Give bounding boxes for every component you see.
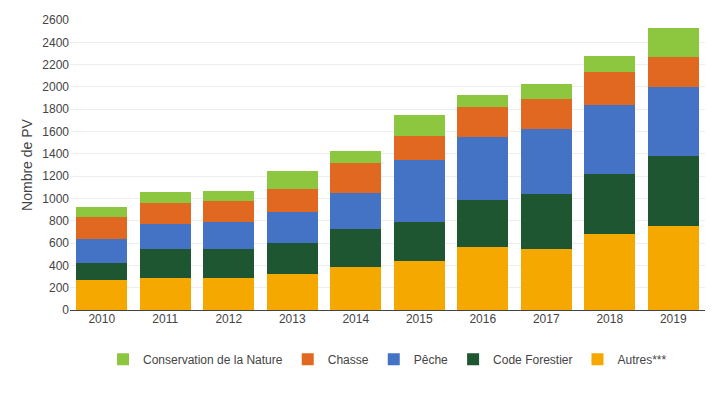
svg-text:2018: 2018 <box>596 312 623 326</box>
svg-text:2600: 2600 <box>42 13 69 27</box>
svg-text:2014: 2014 <box>342 312 369 326</box>
svg-text:2015: 2015 <box>406 312 433 326</box>
svg-text:600: 600 <box>49 236 69 250</box>
svg-text:0: 0 <box>62 303 69 317</box>
svg-text:2013: 2013 <box>279 312 306 326</box>
svg-text:1400: 1400 <box>42 147 69 161</box>
svg-text:Conservation de la Nature: Conservation de la Nature <box>143 353 283 367</box>
svg-text:Code Forestier: Code Forestier <box>493 353 572 367</box>
svg-text:2400: 2400 <box>42 36 69 50</box>
svg-text:2016: 2016 <box>469 312 496 326</box>
svg-text:1200: 1200 <box>42 169 69 183</box>
svg-text:2011: 2011 <box>152 312 178 326</box>
svg-text:1000: 1000 <box>42 192 69 206</box>
svg-text:800: 800 <box>49 214 69 228</box>
svg-text:2000: 2000 <box>42 80 69 94</box>
svg-text:Chasse: Chasse <box>328 353 369 367</box>
svg-text:2017: 2017 <box>533 312 560 326</box>
svg-text:1800: 1800 <box>42 102 69 116</box>
svg-text:Autres***: Autres*** <box>617 353 666 367</box>
svg-text:2200: 2200 <box>42 58 69 72</box>
svg-text:200: 200 <box>49 281 69 295</box>
svg-text:Pêche: Pêche <box>414 353 448 367</box>
svg-text:2012: 2012 <box>215 312 242 326</box>
svg-text:2010: 2010 <box>88 312 115 326</box>
svg-text:400: 400 <box>49 259 69 273</box>
svg-text:Nombre de PV: Nombre de PV <box>19 118 35 210</box>
svg-text:2019: 2019 <box>660 312 687 326</box>
svg-text:1600: 1600 <box>42 125 69 139</box>
